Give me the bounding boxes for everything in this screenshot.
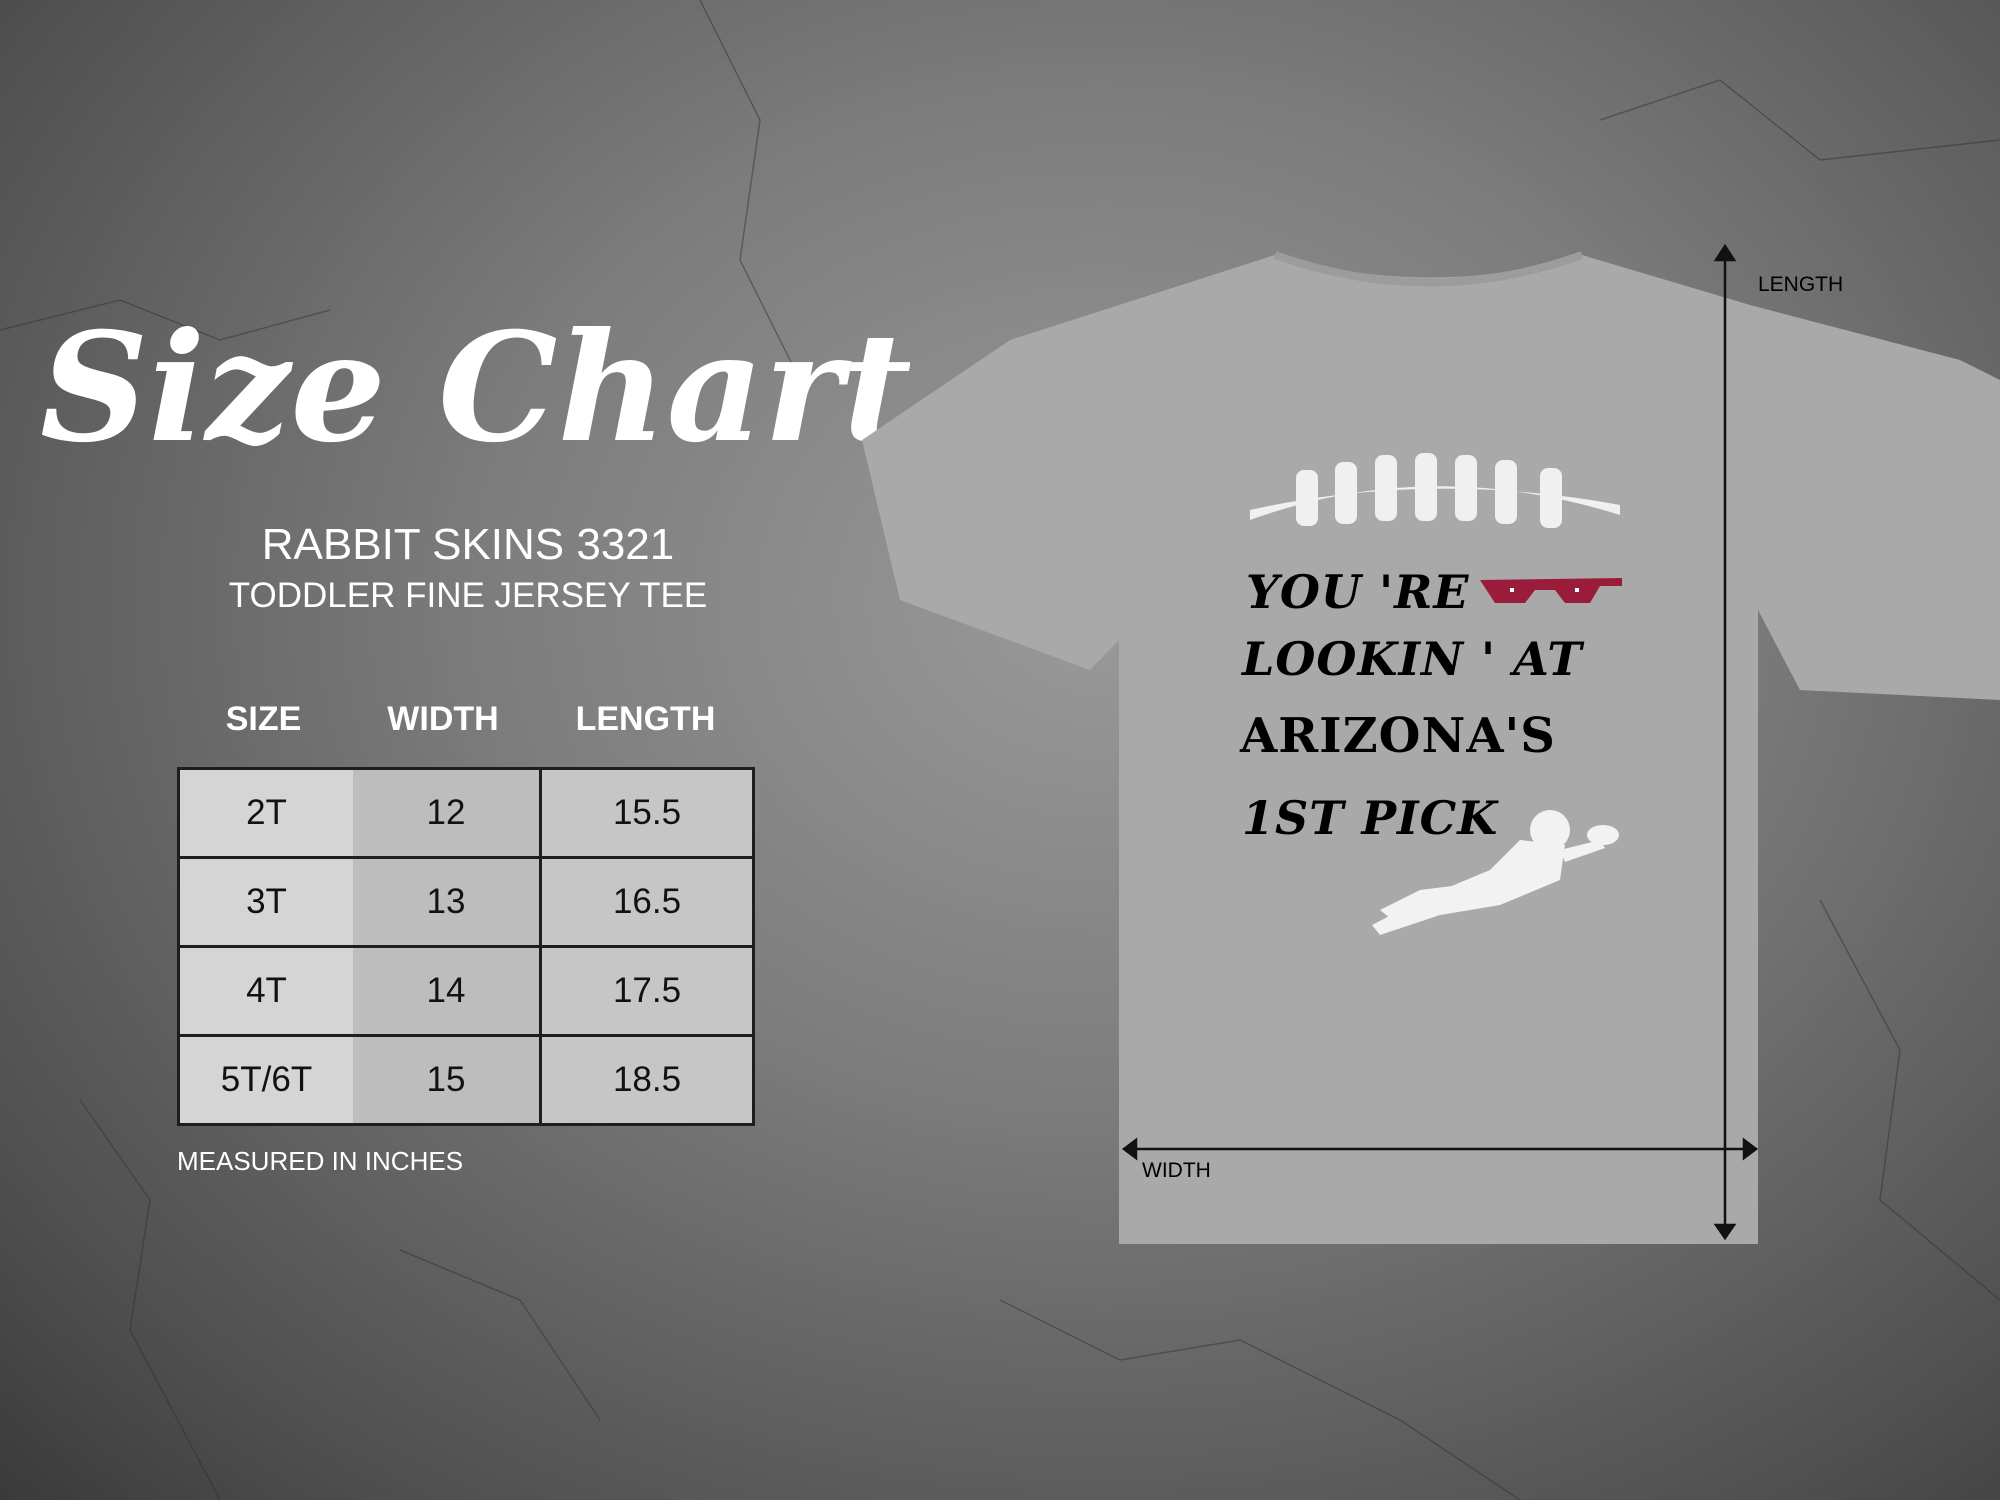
header-length: LENGTH [575, 700, 716, 738]
size-cell: 3T [178, 857, 353, 947]
width-cell: 13 [353, 857, 542, 947]
size-table: 2T 12 15.5 3T 13 16.5 4T 14 17.5 5T/6T 15 18.5 [177, 767, 755, 1126]
length-cell: 17.5 [540, 946, 754, 1036]
tshirt-shape [862, 255, 2000, 1244]
header-size: SIZE [225, 700, 302, 738]
title-text: Size Chart [40, 300, 910, 476]
length-arrow [1713, 243, 1737, 1241]
header-width: WIDTH [387, 700, 499, 738]
slogan-line-2: LOOKIN ' AT [1240, 632, 1585, 686]
size-cell: 2T [178, 768, 353, 858]
table-row: 5T/6T 15 18.5 [178, 1035, 754, 1125]
product-subtitle: TODDLER FINE JERSEY TEE [228, 576, 708, 615]
pixel-sunglasses-icon [1480, 578, 1622, 603]
width-cell: 15 [353, 1035, 542, 1125]
football-laces-icon [1250, 453, 1620, 528]
length-cell: 18.5 [540, 1035, 754, 1125]
width-arrow [1121, 1137, 1759, 1161]
slogan-line-4: 1ST PICK [1242, 791, 1499, 845]
width-label: WIDTH [1142, 1159, 1211, 1182]
length-cell: 16.5 [540, 857, 754, 947]
width-cell: 14 [353, 946, 542, 1036]
size-cell: 4T [178, 946, 353, 1036]
table-row: 2T 12 15.5 [178, 768, 754, 858]
table-row: 4T 14 17.5 [178, 946, 754, 1036]
length-label: LENGTH [1758, 273, 1843, 296]
slogan-line-1: YOU 'RE [1246, 565, 1469, 619]
size-cell: 5T/6T [178, 1035, 353, 1125]
football-player-icon [1372, 810, 1619, 935]
width-cell: 12 [353, 768, 542, 858]
brand-name: RABBIT SKINS 3321 [261, 520, 675, 569]
collar [1273, 251, 1584, 287]
length-cell: 15.5 [540, 768, 754, 858]
table-row: 3T 13 16.5 [178, 857, 754, 947]
measurement-note: MEASURED IN INCHES [177, 1146, 464, 1176]
size-chart-title: Size Chart [40, 300, 910, 476]
slogan-line-3: ARIZONA'S [1239, 708, 1556, 764]
